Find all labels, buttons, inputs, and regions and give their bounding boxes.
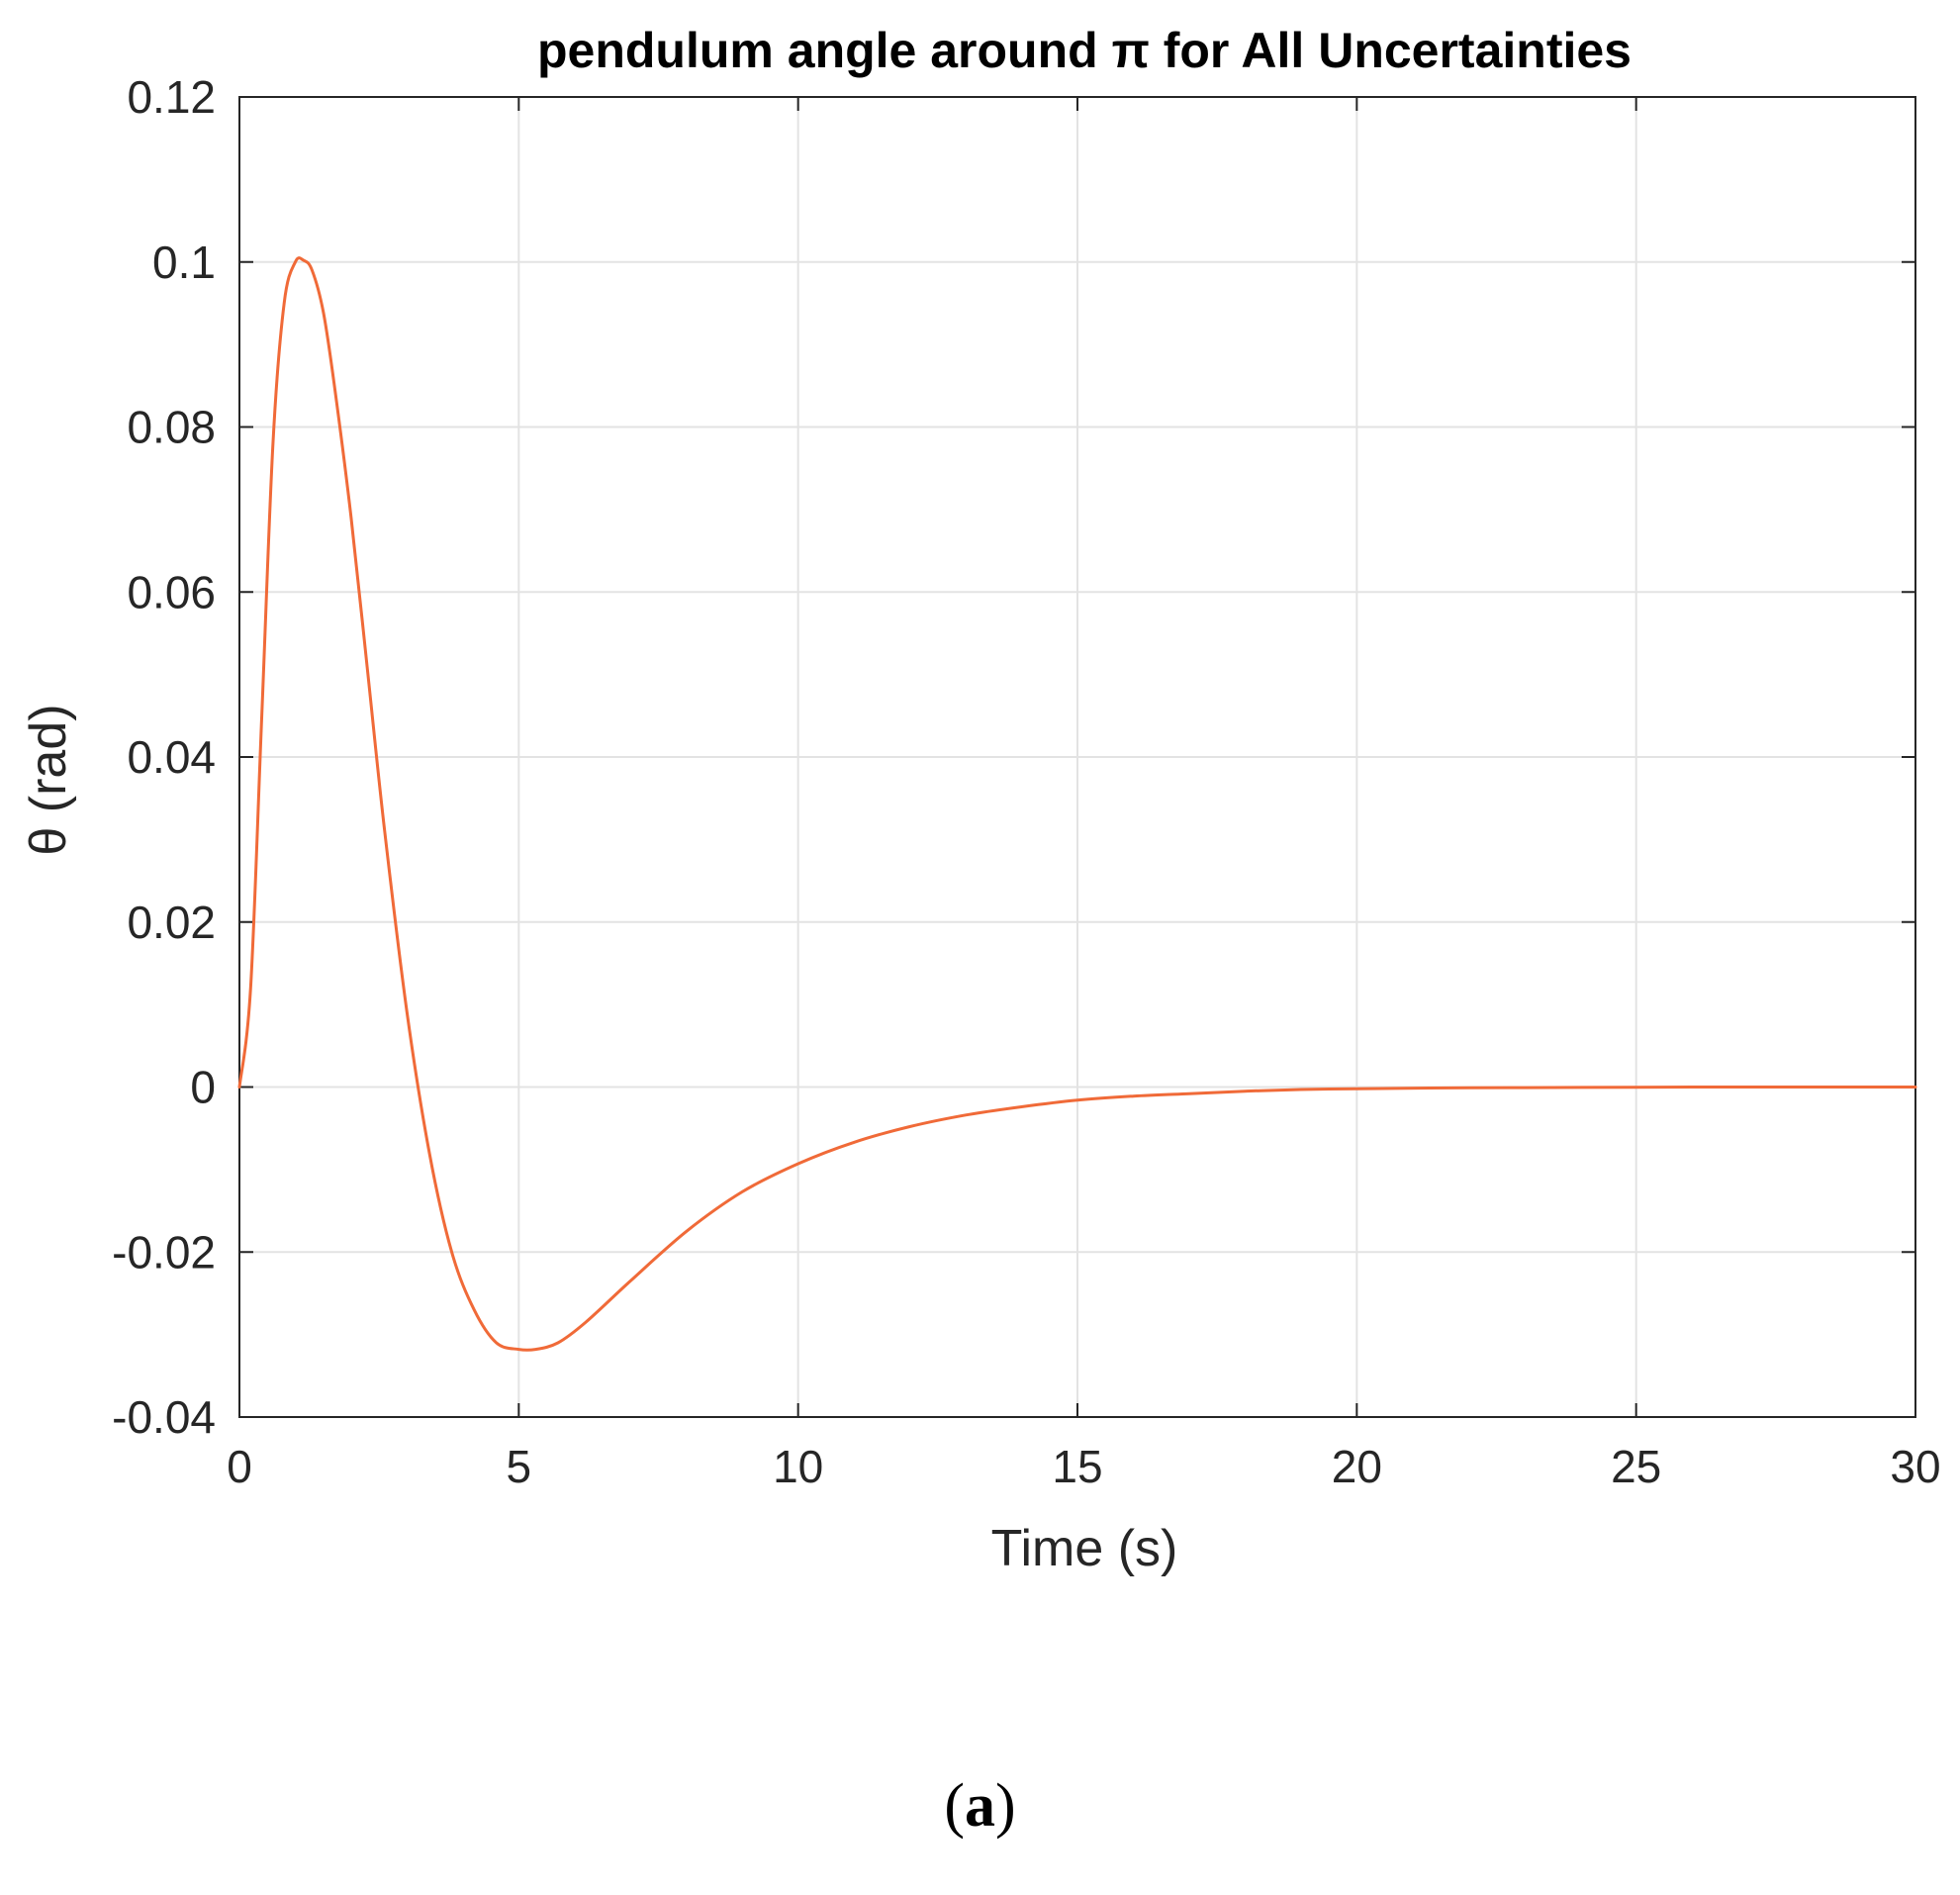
- caption-letter: a: [965, 1772, 995, 1840]
- x-tick-label: 30: [1890, 1441, 1940, 1492]
- y-tick-label: 0: [190, 1062, 216, 1113]
- y-tick-label: 0.06: [127, 566, 216, 617]
- x-axis-label: Time (s): [991, 1520, 1178, 1577]
- x-tick-label: 20: [1332, 1441, 1382, 1492]
- axis-ticks: 0 5 10 15 20 25 30 -0.04 -0.02 0 0.02 0.04 0.06 0.08 0…: [112, 71, 1940, 1492]
- y-tick-label: 0.12: [127, 71, 216, 123]
- y-tick-label: -0.02: [112, 1226, 216, 1278]
- x-tick-label: 25: [1611, 1441, 1661, 1492]
- grid: [239, 97, 1915, 1417]
- y-axis-label: θ (rad): [20, 704, 77, 855]
- y-tick-label: 0.04: [127, 731, 216, 783]
- caption-close-paren: ): [995, 1772, 1016, 1840]
- figure-caption: (a): [0, 1771, 1960, 1842]
- chart-title: pendulum angle around π for All Uncertai…: [537, 23, 1632, 78]
- y-tick-label: 0.08: [127, 402, 216, 453]
- caption-open-paren: (: [944, 1772, 965, 1840]
- x-tick-label: 5: [507, 1441, 532, 1492]
- series-line: [237, 256, 1917, 1352]
- x-tick-label: 0: [227, 1441, 252, 1492]
- y-tick-label: 0.02: [127, 897, 216, 948]
- x-tick-label: 15: [1052, 1441, 1102, 1492]
- x-tick-label: 10: [773, 1441, 823, 1492]
- y-tick-label: -0.04: [112, 1391, 216, 1443]
- y-tick-label: 0.1: [152, 237, 216, 288]
